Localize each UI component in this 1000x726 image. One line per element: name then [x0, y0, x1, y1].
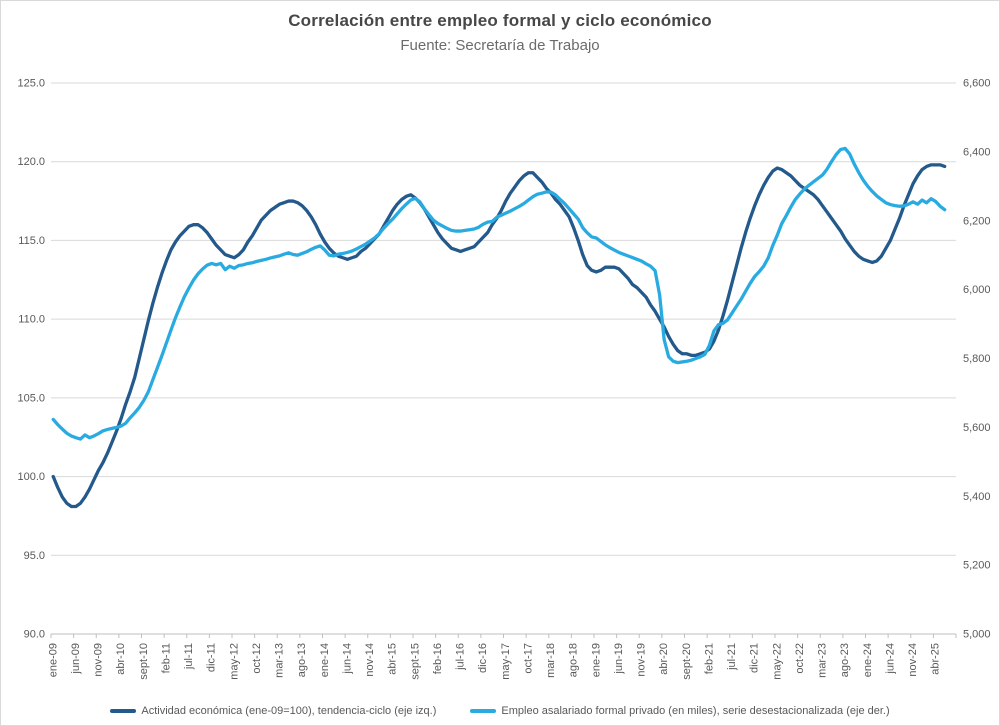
x-axis-tick-label: oct-12: [251, 643, 263, 674]
x-axis-tick-label: ene-09: [47, 643, 59, 677]
x-axis-tick-label: ene-24: [862, 643, 874, 677]
x-axis-tick-label: dic-16: [477, 643, 489, 673]
x-axis-tick-label: may-12: [228, 643, 240, 680]
x-axis-tick-label: nov-24: [907, 643, 919, 677]
y-axis-tick-label-right: 5,000: [963, 629, 991, 641]
legend-line-swatch-empleo: [470, 709, 497, 713]
x-axis-tick-label: mar-18: [545, 643, 557, 678]
y-axis-tick-label-left: 120.0: [17, 156, 45, 168]
y-axis-tick-label-right: 5,800: [963, 353, 991, 365]
x-axis-tick-label: abr-10: [115, 643, 127, 675]
chart-legend: Actividad económica (ene-09=100), tenden…: [1, 705, 999, 717]
x-axis-tick-label: abr-20: [658, 643, 670, 675]
x-axis-tick-label: ago-18: [568, 643, 580, 677]
legend-label-actividad: Actividad económica (ene-09=100), tenden…: [141, 705, 437, 717]
y-axis-tick-label-right: 6,400: [963, 146, 991, 158]
x-axis-tick-label: jul-11: [183, 643, 195, 670]
y-axis-tick-label-right: 6,600: [963, 78, 991, 90]
legend-item-empleo: Empleo asalariado formal privado (en mil…: [470, 705, 890, 717]
x-axis-tick-label: dic-11: [206, 643, 218, 672]
x-axis-tick-label: ago-13: [296, 643, 308, 677]
x-axis-tick-label: may-22: [771, 643, 783, 680]
x-axis-tick-label: jul-21: [726, 643, 738, 671]
y-axis-tick-label-left: 95.0: [24, 550, 45, 562]
y-axis-tick-label-right: 5,600: [963, 422, 991, 434]
x-axis-tick-label: oct-17: [522, 643, 534, 674]
legend-line-swatch-actividad: [110, 709, 137, 713]
x-axis-tick-label: sept-10: [138, 643, 150, 680]
x-axis-tick-label: mar-23: [817, 643, 829, 678]
y-axis-tick-label-left: 105.0: [17, 392, 45, 404]
x-axis-tick-label: dic-21: [749, 643, 761, 673]
x-axis-tick-label: jul-16: [455, 643, 467, 671]
y-axis-tick-label-left: 90.0: [24, 629, 45, 641]
y-axis-tick-label-left: 100.0: [17, 471, 45, 483]
y-axis-tick-label-right: 5,400: [963, 491, 991, 503]
chart-title: Correlación entre empleo formal y ciclo …: [288, 11, 712, 30]
legend-item-actividad: Actividad económica (ene-09=100), tenden…: [110, 705, 436, 717]
x-axis-tick-label: jun-19: [613, 643, 625, 675]
x-axis-tick-label: jun-24: [884, 643, 896, 675]
x-axis-tick-label: sept-15: [409, 643, 421, 680]
x-axis-tick-label: ago-23: [839, 643, 851, 677]
x-axis-tick-label: jun-09: [70, 643, 82, 675]
x-axis-tick-label: feb-21: [703, 643, 715, 674]
y-axis-tick-label-left: 110.0: [18, 314, 45, 326]
x-axis-tick-label: feb-11: [160, 643, 172, 673]
x-axis-tick-label: nov-19: [636, 643, 648, 677]
y-axis-tick-label-right: 6,000: [963, 284, 991, 296]
chart-subtitle: Fuente: Secretaría de Trabajo: [400, 37, 600, 54]
x-axis-tick-label: feb-16: [432, 643, 444, 674]
x-axis-tick-label: ene-19: [590, 643, 602, 677]
x-axis-tick-label: abr-15: [387, 643, 399, 675]
x-axis-tick-label: jun-14: [341, 643, 353, 675]
y-axis-tick-label-right: 6,200: [963, 215, 991, 227]
y-axis-tick-label-right: 5,200: [963, 560, 991, 572]
x-axis-tick-label: mar-13: [274, 643, 286, 678]
x-axis-tick-label: abr-25: [930, 643, 942, 675]
legend-label-empleo: Empleo asalariado formal privado (en mil…: [501, 705, 890, 717]
series-line-actividad: [51, 163, 947, 509]
series-line-empleo: [51, 146, 947, 441]
y-axis-tick-label-left: 125.0: [17, 78, 45, 90]
x-axis-tick-label: ene-14: [319, 643, 331, 677]
y-axis-tick-label-left: 115.0: [18, 235, 45, 247]
x-axis-tick-label: nov-14: [364, 643, 376, 677]
x-axis-tick-label: sept-20: [681, 643, 693, 680]
x-axis-tick-label: nov-09: [93, 643, 105, 677]
x-axis-tick-label: may-17: [500, 643, 512, 680]
x-axis-tick-label: oct-22: [794, 643, 806, 674]
